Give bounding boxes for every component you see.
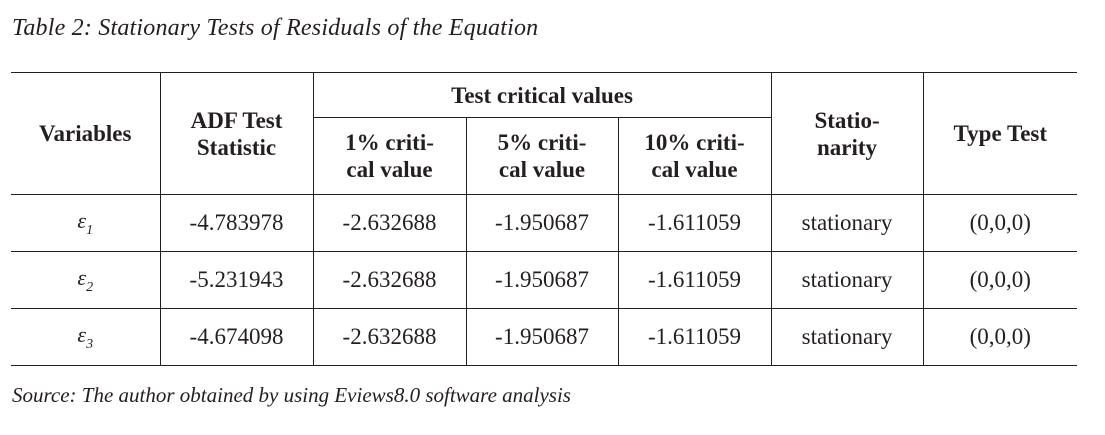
type-test-value: (0,0,0) [922,251,1078,309]
header-adf-test-statistic: ADF Test Statistic [159,72,314,195]
header-10pct-line2: cal value [651,157,738,182]
header-adf-line2: Statistic [196,134,277,160]
header-10pct-line1: 10% criti- [644,130,745,155]
variable-symbol: ε [77,207,87,233]
critical-value-10pct: -1.611059 [617,194,772,252]
adf-value: -4.674098 [159,308,314,366]
table-row: ε3 -4.674098 -2.632688 -1.950687 -1.6110… [11,308,1078,366]
header-1pct-critical-value: 1% criti- cal value [313,117,467,195]
header-1pct-line2: cal value [346,157,433,182]
header-5pct-line1: 5% criti- [497,130,587,155]
type-test-value: (0,0,0) [922,194,1078,252]
header-10pct-critical-value: 10% criti- cal value [617,117,772,195]
variable-cell: ε2 [11,251,161,309]
header-adf-line1: ADF Test [190,107,283,133]
stationary-tests-table: Variables ADF Test Statistic Test critic… [11,72,1078,366]
table-row: ε2 -5.231943 -2.632688 -1.950687 -1.6110… [11,251,1078,309]
variable-subscript: 2 [86,279,94,295]
critical-value-5pct: -1.950687 [465,194,619,252]
type-test-value: (0,0,0) [922,308,1078,366]
header-variables: Variables [11,72,161,195]
variable-cell: ε1 [11,194,161,252]
variable-cell: ε3 [11,308,161,366]
source-note: Source: The author obtained by using Evi… [12,383,571,407]
stationarity-value: stationary [770,194,924,252]
adf-value: -4.783978 [159,194,314,252]
critical-value-1pct: -2.632688 [312,251,467,309]
critical-value-5pct: -1.950687 [465,308,619,366]
critical-value-10pct: -1.611059 [617,308,772,366]
variable-symbol: ε [77,321,87,347]
header-5pct-critical-value: 5% criti- cal value [465,117,619,195]
variable-subscript: 3 [86,336,94,352]
header-stationarity-line2: narity [817,134,878,160]
header-5pct-line2: cal value [498,157,586,182]
stationarity-value: stationary [770,251,924,309]
table-row: ε1 -4.783978 -2.632688 -1.950687 -1.6110… [11,194,1078,252]
header-stationarity: Statio- narity [770,72,924,195]
header-test-critical-values: Test critical values [312,72,772,118]
header-1pct-line1: 1% criti- [345,130,434,155]
adf-value: -5.231943 [159,251,314,309]
variable-subscript: 1 [86,222,94,238]
critical-value-5pct: -1.950687 [465,251,619,309]
header-type-test: Type Test [922,72,1078,195]
critical-value-10pct: -1.611059 [617,251,772,309]
header-stationarity-line1: Statio- [814,107,880,133]
critical-value-1pct: -2.632688 [312,194,467,252]
table-caption: Table 2: Stationary Tests of Residuals o… [12,15,539,41]
variable-symbol: ε [77,264,87,290]
critical-value-1pct: -2.632688 [312,308,467,366]
stationarity-value: stationary [770,308,924,366]
